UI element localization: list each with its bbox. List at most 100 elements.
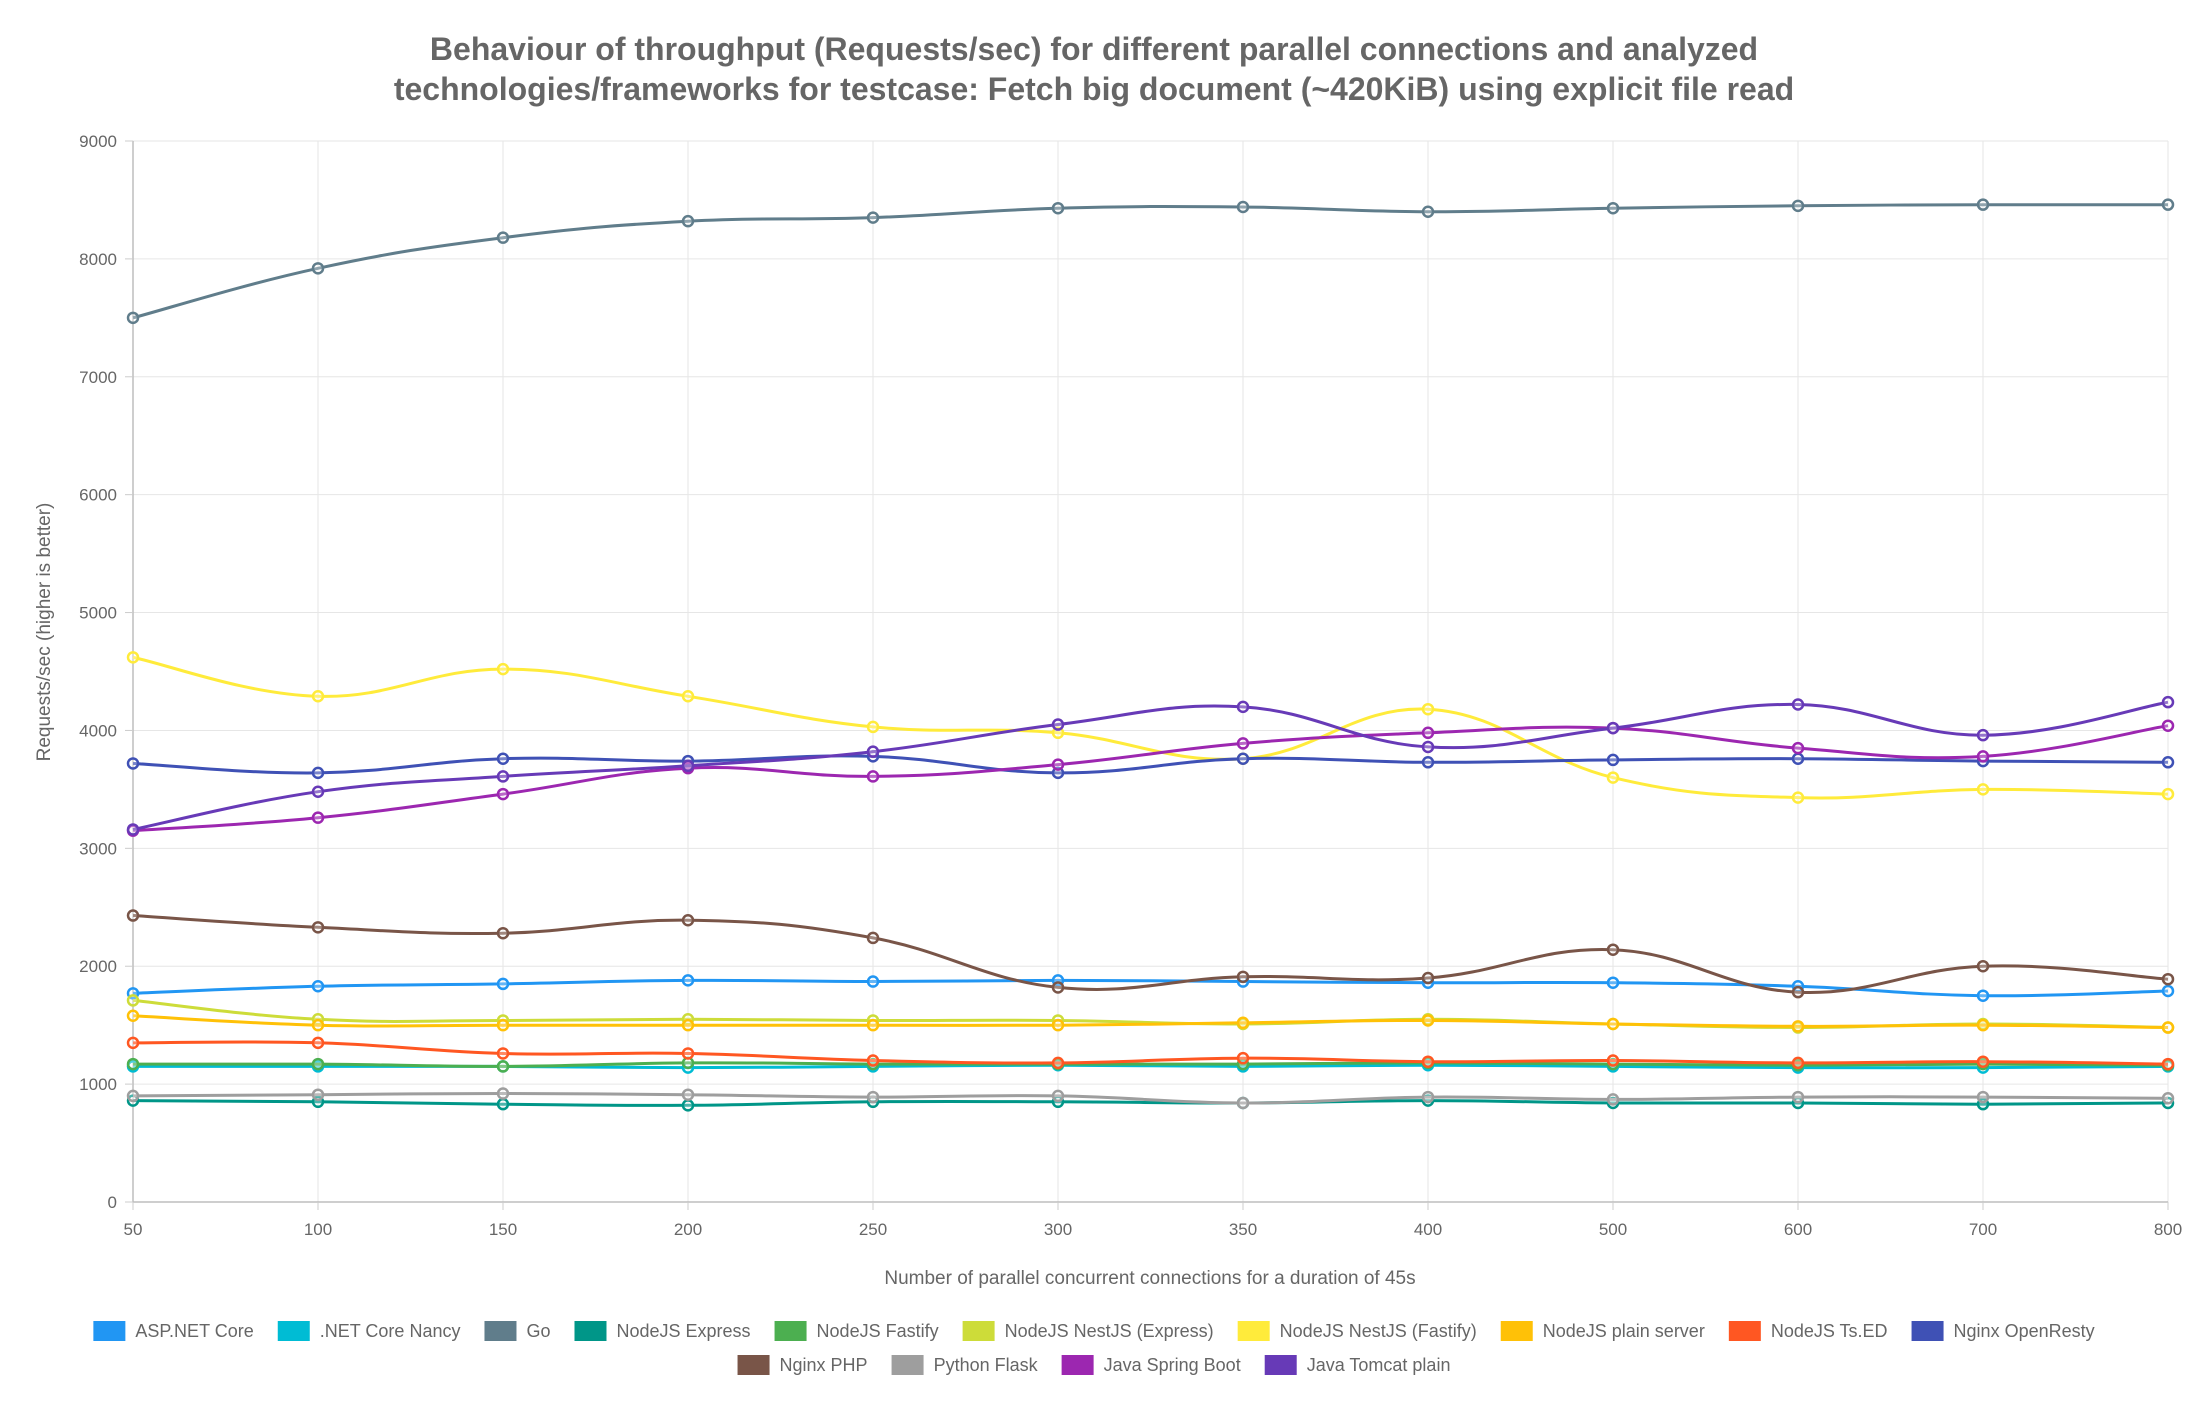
legend-item-go[interactable]: Go [484, 1321, 550, 1341]
data-point [126, 994, 140, 1007]
x-axis-title: Number of parallel concurrent connection… [884, 1268, 1415, 1289]
legend-item-nodejs-nestjs-express[interactable]: NodeJS NestJS (Express) [962, 1321, 1214, 1341]
data-point [2161, 1021, 2175, 1034]
y-tick-label: 3000 [79, 839, 117, 858]
data-point [496, 662, 510, 676]
data-point [1421, 756, 1435, 769]
data-point [311, 785, 325, 798]
y-tick-label: 7000 [79, 368, 117, 387]
y-tick-label: 2000 [79, 957, 117, 976]
legend-label: NodeJS plain server [1543, 1321, 1705, 1341]
data-point [2161, 984, 2175, 998]
data-point [1976, 750, 1990, 763]
legend-item-nodejs-express[interactable]: NodeJS Express [574, 1321, 751, 1341]
data-point [311, 980, 325, 993]
data-point [2161, 695, 2175, 709]
legend-swatch [737, 1355, 770, 1375]
data-point [866, 211, 880, 224]
y-tick-label: 4000 [79, 721, 117, 740]
x-axis-ticks: 50 100 150 200 250 300 350 400 500 600 700 800 [124, 1202, 2182, 1239]
legend-label: NodeJS Fastify [817, 1321, 939, 1341]
data-point [1791, 791, 1805, 804]
legend-item-python-flask[interactable]: Python Flask [891, 1355, 1039, 1375]
data-point [126, 1009, 140, 1022]
data-point [496, 1047, 510, 1060]
data-point [681, 1047, 695, 1060]
y-tick-label: 0 [108, 1193, 117, 1212]
legend-label: .NET Core Nancy [320, 1321, 461, 1341]
y-tick-label: 5000 [79, 604, 117, 623]
data-point [1421, 1090, 1435, 1104]
legend-label: Java Tomcat plain [1307, 1355, 1451, 1375]
x-tick-label: 150 [489, 1220, 517, 1239]
data-point [126, 1089, 140, 1103]
data-point [866, 931, 880, 945]
data-point [1791, 1020, 1805, 1033]
legend-item-nodejs-nestjs-fastify[interactable]: NodeJS NestJS (Fastify) [1237, 1321, 1477, 1341]
data-point [1791, 1056, 1805, 1070]
legend-label: Python Flask [934, 1355, 1039, 1375]
data-point [681, 913, 695, 927]
series-line [132, 203, 2169, 320]
data-point [1606, 1017, 1620, 1031]
data-point [126, 311, 140, 325]
data-point [311, 1057, 325, 1071]
data-point [1051, 1056, 1065, 1070]
legend-item-nodejs-ts-ed[interactable]: NodeJS Ts.ED [1728, 1321, 1888, 1341]
data-point [496, 752, 510, 765]
y-tick-label: 6000 [79, 486, 117, 505]
legend-label: Go [526, 1321, 550, 1341]
data-point [1606, 1054, 1620, 1067]
data-point [311, 262, 325, 275]
data-point [2161, 756, 2175, 769]
data-point [2161, 1057, 2175, 1071]
series-line [132, 724, 2169, 833]
data-point [1976, 783, 1990, 796]
legend-swatch [1911, 1321, 1944, 1341]
y-tick-label: 9000 [79, 132, 117, 151]
data-point [1236, 1096, 1250, 1110]
data-point [311, 766, 325, 780]
series-line [132, 754, 2169, 775]
data-point [681, 690, 695, 703]
data-point [1976, 1055, 1990, 1068]
data-point [1051, 758, 1065, 771]
legend-item-nodejs-fastify[interactable]: NodeJS Fastify [774, 1321, 939, 1341]
x-tick-label: 200 [674, 1220, 702, 1239]
data-point [1606, 721, 1620, 735]
legend-label: ASP.NET Core [135, 1321, 253, 1341]
data-point [866, 745, 880, 758]
data-point [311, 811, 325, 824]
data-point [1236, 200, 1250, 214]
x-tick-label: 250 [859, 1220, 887, 1239]
legend-item-nginx-openresty[interactable]: Nginx OpenResty [1911, 1321, 2095, 1341]
data-point [2161, 1092, 2175, 1105]
data-point [126, 757, 140, 770]
data-point [126, 909, 140, 922]
legend-item-java-tomcat-plain[interactable]: Java Tomcat plain [1264, 1355, 1451, 1375]
y-tick-label: 1000 [79, 1075, 117, 1094]
x-tick-label: 50 [124, 1220, 143, 1239]
data-point [1051, 766, 1065, 780]
grid [132, 140, 2169, 1203]
data-point [1051, 726, 1065, 740]
legend-label: NodeJS NestJS (Express) [1005, 1321, 1214, 1341]
series-nodejs-ts-ed [126, 1036, 2175, 1071]
legend-item-java-spring-boot[interactable]: Java Spring Boot [1061, 1355, 1241, 1375]
legend-item-asp-net-core[interactable]: ASP.NET Core [93, 1321, 254, 1341]
legend-item-nodejs-plain-server[interactable]: NodeJS plain server [1500, 1321, 1705, 1341]
series-java-spring-boot [126, 719, 2175, 837]
data-point [1421, 205, 1435, 218]
series-line [132, 1014, 2169, 1029]
legend-label: NodeJS Express [616, 1321, 750, 1341]
chart-title: Behaviour of throughput (Requests/sec) f… [394, 31, 1794, 107]
data-point [2161, 972, 2175, 986]
data-point [1421, 702, 1435, 716]
data-point [681, 1018, 695, 1032]
data-point [1421, 740, 1435, 754]
data-point [1051, 718, 1065, 731]
legend-item-net-core-nancy[interactable]: .NET Core Nancy [277, 1321, 461, 1341]
legend-item-nginx-php[interactable]: Nginx PHP [737, 1355, 868, 1375]
data-point [1421, 1055, 1435, 1068]
